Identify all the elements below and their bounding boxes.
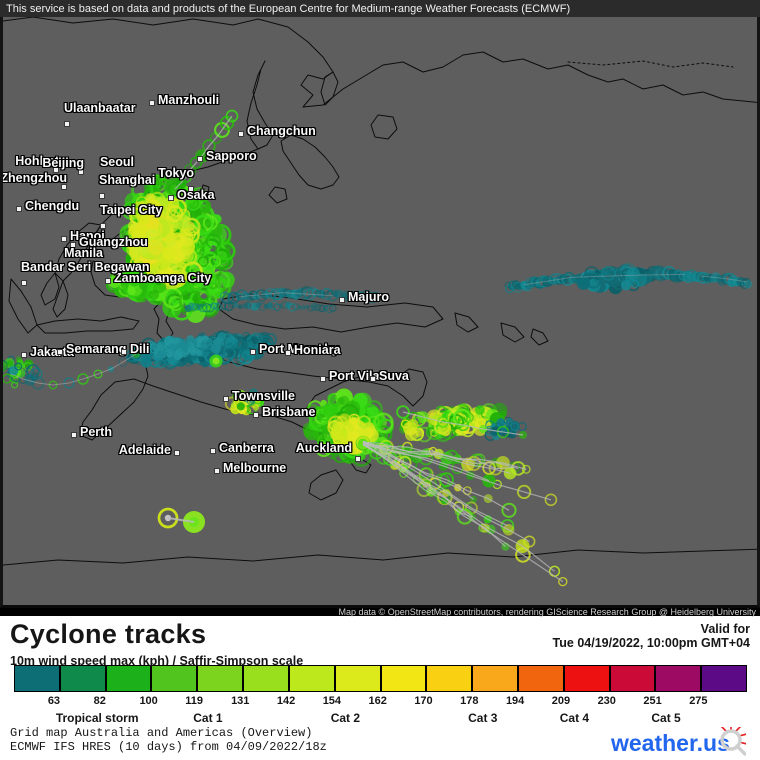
svg-text:weather.us: weather.us: [611, 730, 730, 756]
